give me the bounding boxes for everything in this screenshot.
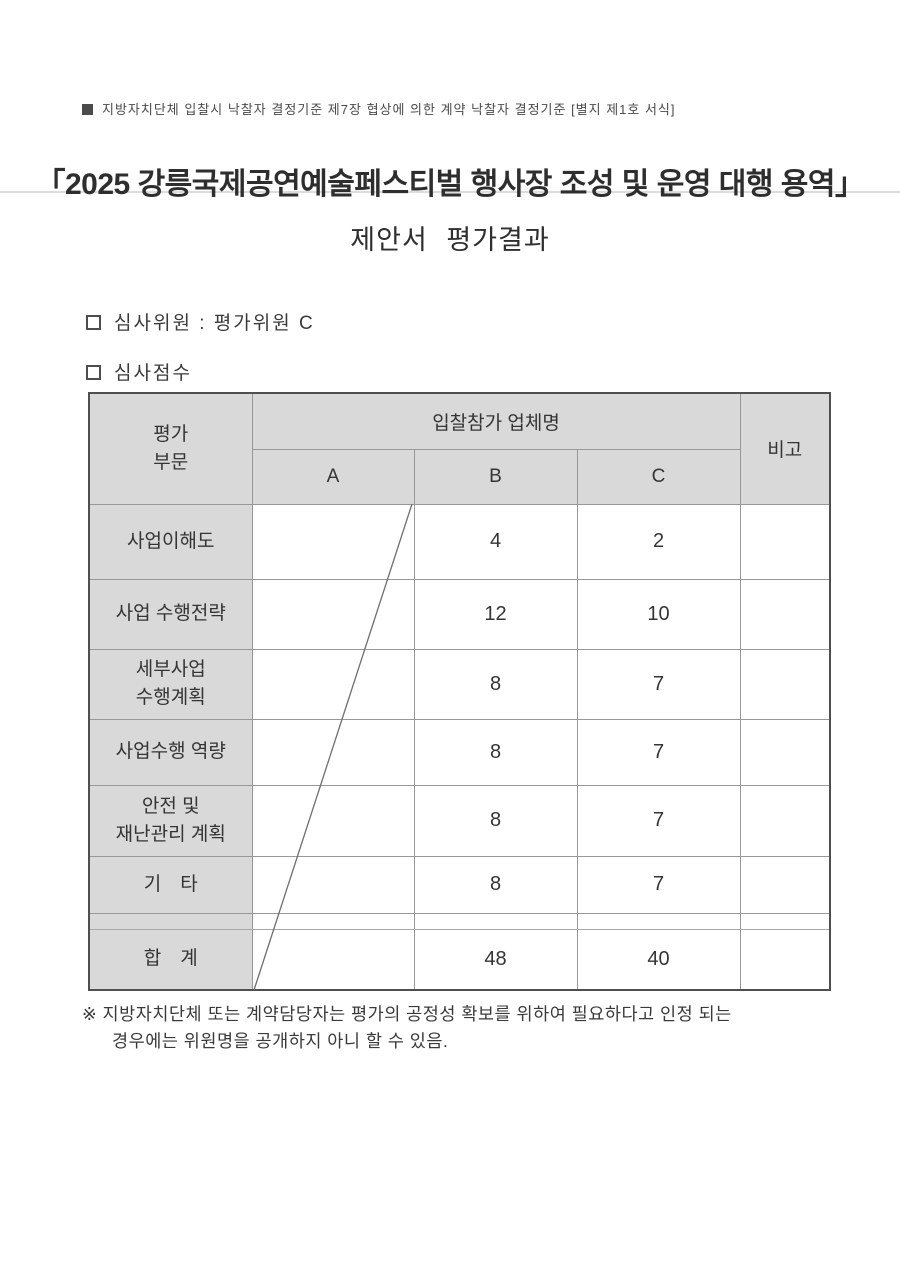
score-cell-a — [251, 578, 415, 650]
table-row: 사업이해도 4 2 — [88, 503, 831, 580]
score-cell-a — [251, 648, 415, 720]
row-header-cell: 평가 부문 — [88, 392, 253, 505]
footnote: ※ 지방자치단체 또는 계약담당자는 평가의 공정성 확보를 위하여 필요하다고… — [82, 1001, 822, 1055]
score-cell-c: 10 — [576, 578, 741, 650]
table-row: 세부사업 수행계획 8 7 — [88, 648, 831, 720]
score-cell-a — [251, 784, 415, 857]
table-header-row-2: A B C — [89, 448, 830, 505]
reviewer-label: 심사위원 : 평가위원 C — [114, 313, 315, 334]
reviewer-line: 심사위원 : 평가위원 C — [86, 308, 315, 335]
row-label: 기 타 — [88, 855, 253, 914]
remark-cell — [739, 503, 831, 580]
group-header-cell: 입찰참가 업체명 — [251, 392, 741, 450]
score-cell-b: 8 — [413, 718, 578, 786]
footnote-line-2: 경우에는 위원명을 공개하지 아니 할 수 있음. — [112, 1031, 449, 1051]
score-cell-b: 12 — [413, 578, 578, 650]
remark-cell — [739, 784, 831, 857]
score-section-line: 심사점수 — [86, 358, 192, 385]
remark-cell — [739, 855, 831, 914]
remark-header-cell: 비고 — [739, 392, 831, 505]
spacer-row — [88, 912, 831, 930]
score-cell-b: 8 — [413, 648, 578, 720]
scan-artifact-line — [0, 191, 900, 193]
row-label: 합 계 — [88, 928, 253, 991]
row-label: 사업 수행전략 — [88, 578, 253, 650]
company-a-header: A — [251, 448, 415, 505]
score-cell-c: 2 — [576, 503, 741, 580]
score-section-label: 심사점수 — [114, 363, 192, 384]
score-cell-b: 8 — [413, 855, 578, 914]
checkbox-icon — [86, 365, 101, 380]
remark-cell — [739, 578, 831, 650]
document-title: 「2025 강릉국제공연예술페스티벌 행사장 조성 및 운영 대행 용역」 — [35, 168, 865, 201]
score-cell-b: 4 — [413, 503, 578, 580]
score-cell-c: 7 — [576, 784, 741, 857]
table-row: 안전 및 재난관리 계획 8 7 — [88, 784, 831, 857]
score-cell-c: 7 — [576, 648, 741, 720]
company-c-header: C — [576, 448, 741, 505]
table-row: 기 타 8 7 — [88, 855, 831, 914]
score-cell-a — [251, 855, 415, 914]
remark-cell — [739, 648, 831, 720]
remark-cell — [739, 718, 831, 786]
row-label: 안전 및 재난관리 계획 — [88, 784, 253, 857]
row-label: 세부사업 수행계획 — [88, 648, 253, 720]
score-cell-a — [251, 718, 415, 786]
score-cell-c: 40 — [576, 928, 741, 991]
table-row: 사업 수행전략 12 10 — [88, 578, 831, 650]
score-cell-c: 7 — [576, 855, 741, 914]
row-label: 사업이해도 — [88, 503, 253, 580]
score-cell-a — [251, 503, 415, 580]
score-table: 평가 부문 입찰참가 업체명 비고 A B C 사업이해도 4 2 사업 수행전… — [88, 392, 832, 991]
spacer-label-cell — [88, 912, 253, 930]
score-table-container: 평가 부문 입찰참가 업체명 비고 A B C 사업이해도 4 2 사업 수행전… — [88, 392, 832, 991]
score-cell-b: 48 — [413, 928, 578, 991]
row-label: 사업수행 역량 — [88, 718, 253, 786]
header-note-text: 지방자치단체 입찰시 낙찰자 결정기준 제7장 협상에 의한 계약 낙찰자 결정… — [102, 102, 676, 117]
score-cell-c: 7 — [576, 718, 741, 786]
checkbox-icon — [86, 315, 101, 330]
table-header-row-1: 평가 부문 입찰참가 업체명 비고 — [88, 392, 831, 505]
company-b-header: B — [413, 448, 578, 505]
remark-cell — [739, 928, 831, 991]
header-note: 지방자치단체 입찰시 낙찰자 결정기준 제7장 협상에 의한 계약 낙찰자 결정… — [82, 99, 676, 118]
document-subtitle: 제안서 평가결과 — [350, 225, 550, 255]
footnote-line-1: ※ 지방자치단체 또는 계약담당자는 평가의 공정성 확보를 위하여 필요하다고… — [82, 1004, 732, 1024]
total-row: 합 계 48 40 — [88, 928, 831, 991]
score-cell-b: 8 — [413, 784, 578, 857]
square-bullet-icon — [82, 104, 93, 115]
table-row: 사업수행 역량 8 7 — [88, 718, 831, 786]
score-cell-a — [251, 928, 415, 991]
